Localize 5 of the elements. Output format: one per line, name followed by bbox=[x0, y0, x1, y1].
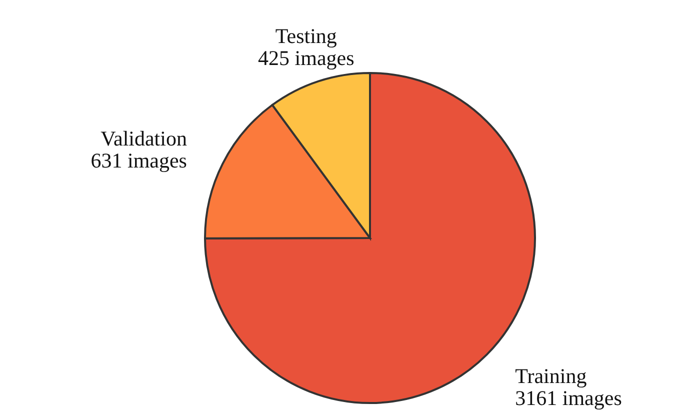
slice-label: Training bbox=[515, 364, 588, 388]
data-label: 631 images bbox=[90, 148, 187, 173]
slice-label: Testing bbox=[275, 24, 338, 48]
slice-label: Validation bbox=[100, 126, 188, 151]
data-label: 425 images bbox=[258, 46, 354, 70]
